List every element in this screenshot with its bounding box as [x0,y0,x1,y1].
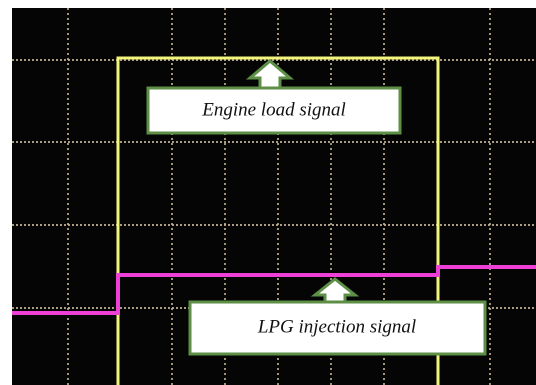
callout-label: LPG injection signal [257,316,416,337]
callout-label: Engine load signal [201,99,346,120]
oscilloscope-screenshot: Engine load signal LPG injection signal [0,0,536,385]
